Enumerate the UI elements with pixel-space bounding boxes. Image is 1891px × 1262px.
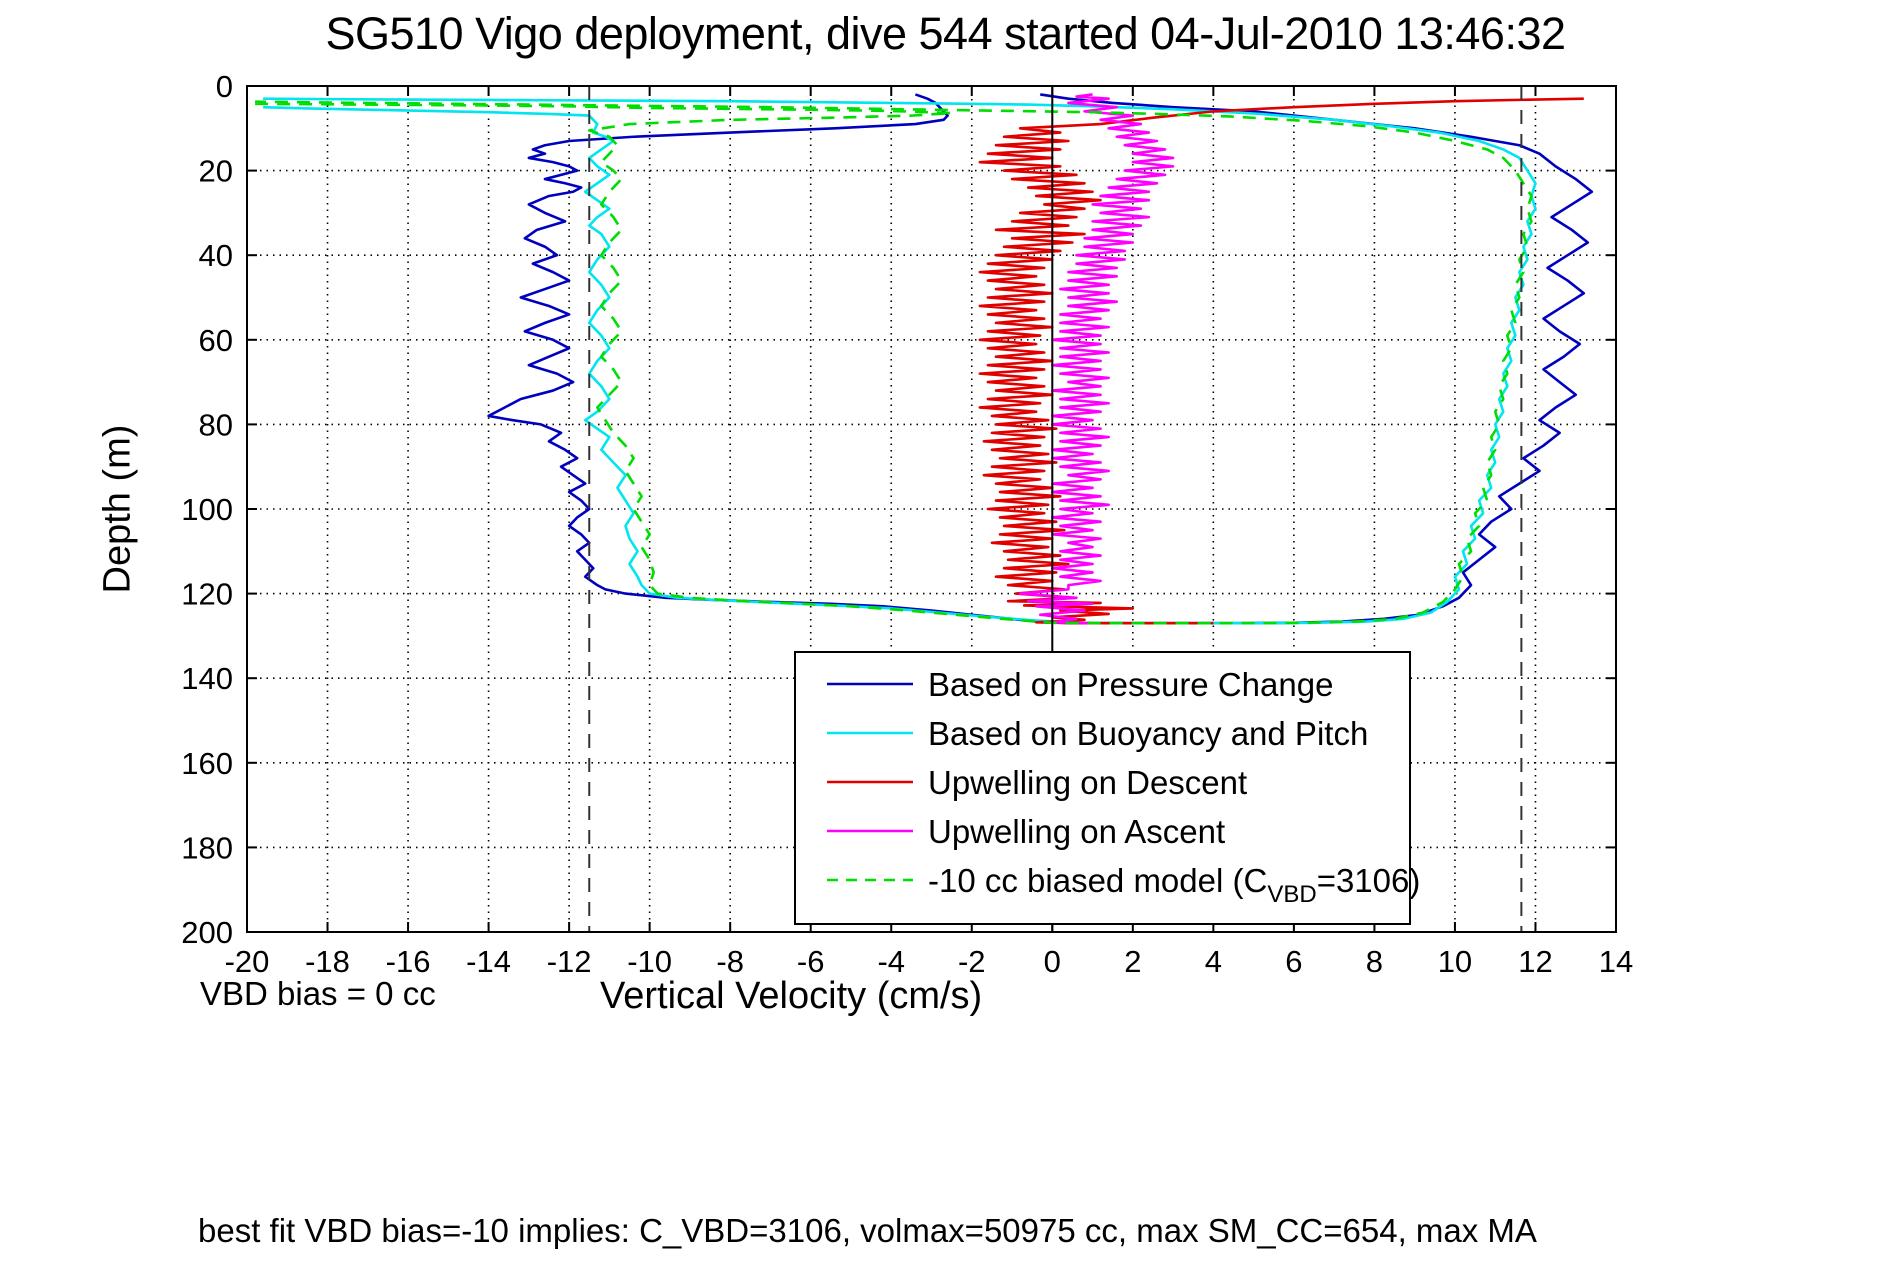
- x-tick-label: 0: [1044, 944, 1061, 979]
- legend-label-pressure-change: Based on Pressure Change: [928, 666, 1333, 703]
- y-tick-label: 160: [181, 746, 233, 781]
- legend-label-upwelling-descent: Upwelling on Descent: [928, 764, 1247, 801]
- best-fit-note: best fit VBD bias=-10 implies: C_VBD=310…: [198, 1212, 1537, 1249]
- legend-label-biased-model: -10 cc biased model (CVBD=3106): [928, 862, 1420, 908]
- y-tick-label: 60: [199, 323, 233, 358]
- x-tick-label: -18: [305, 944, 350, 979]
- y-tick-label: 20: [199, 154, 233, 189]
- x-tick-label: -6: [797, 944, 825, 979]
- x-tick-label: -16: [386, 944, 431, 979]
- x-tick-label: 2: [1124, 944, 1141, 979]
- x-tick-label: -2: [958, 944, 986, 979]
- series-line-based-on-pressure-change: [487, 93, 1594, 625]
- x-tick-label: -14: [466, 944, 511, 979]
- x-tick-label: -12: [547, 944, 592, 979]
- legend-label-buoyancy-pitch: Based on Buoyancy and Pitch: [928, 715, 1368, 752]
- legend-box: [794, 651, 1411, 925]
- page-title: SG510 Vigo deployment, dive 544 started …: [325, 8, 1566, 59]
- y-tick-label: 100: [181, 492, 233, 527]
- series-line-10-cc-biased-model: [255, 100, 1533, 625]
- y-tick-label: 40: [199, 238, 233, 273]
- y-axis-label: Depth (m): [96, 424, 139, 594]
- y-tick-label: 200: [181, 915, 233, 950]
- y-tick-label: 120: [181, 577, 233, 612]
- y-tick-label: 180: [181, 830, 233, 865]
- x-tick-label: 14: [1599, 944, 1633, 979]
- x-tick-label: 10: [1438, 944, 1472, 979]
- x-tick-label: -10: [627, 944, 672, 979]
- y-tick-label: 140: [181, 661, 233, 696]
- series-line-upwelling-on-ascent: [1018, 93, 1175, 625]
- x-tick-label: -20: [225, 944, 270, 979]
- x-tick-label: 4: [1205, 944, 1222, 979]
- x-tick-label: -8: [716, 944, 744, 979]
- x-tick-label: 12: [1518, 944, 1552, 979]
- vbd-bias-note: VBD bias = 0 cc: [200, 975, 436, 1012]
- x-axis-label: Vertical Velocity (cm/s): [600, 975, 983, 1017]
- y-tick-label: 80: [199, 407, 233, 442]
- x-tick-label: 6: [1285, 944, 1302, 979]
- x-tick-label: -4: [877, 944, 905, 979]
- y-tick-label: 0: [216, 69, 233, 104]
- x-tick-label: 8: [1366, 944, 1383, 979]
- legend-label-upwelling-ascent: Upwelling on Ascent: [928, 813, 1225, 850]
